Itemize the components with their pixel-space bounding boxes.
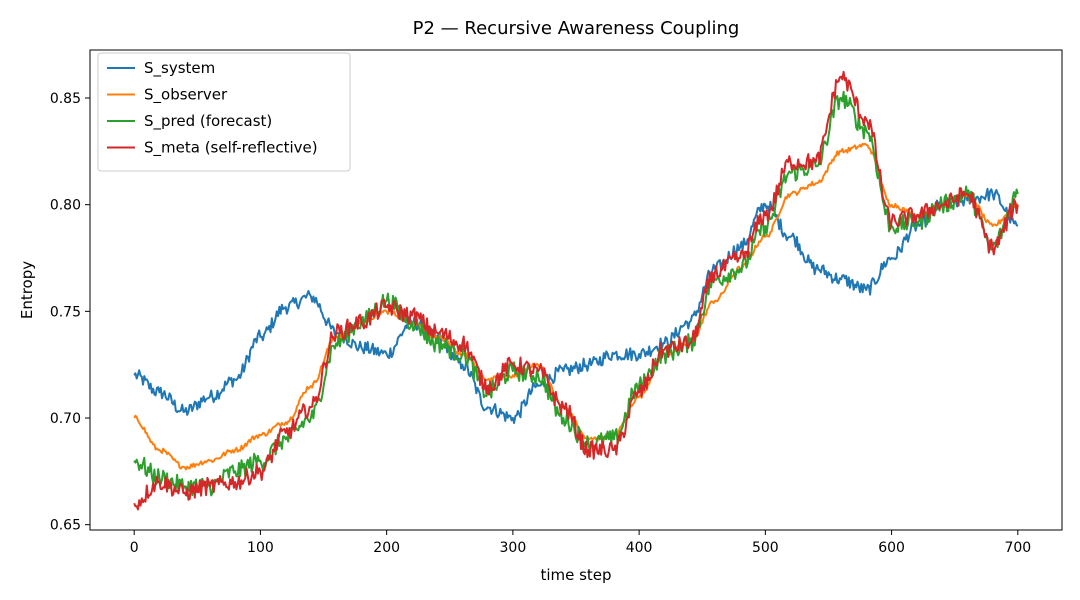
y-axis-title: Entropy bbox=[18, 261, 36, 319]
series-lines bbox=[133, 70, 1019, 511]
legend-box bbox=[97, 52, 351, 172]
legend-label-s-system: S_system bbox=[144, 59, 215, 78]
legend-label-s-observer: S_observer bbox=[144, 86, 228, 105]
series-line-s-meta-self-reflective bbox=[133, 70, 1019, 511]
x-tick-label: 400 bbox=[626, 540, 653, 556]
legend-label-s-meta-self-reflective: S_meta (self-reflective) bbox=[144, 139, 318, 158]
legend: S_system S_observer S_pred (forecast) S_met… bbox=[97, 52, 351, 172]
x-tick-label: 700 bbox=[1004, 540, 1031, 556]
x-tick-label: 100 bbox=[247, 540, 274, 556]
chart-title: P2 — Recursive Awareness Coupling bbox=[413, 18, 740, 39]
legend-label-s-pred-forecast: S_pred (forecast) bbox=[144, 112, 272, 131]
axes: 0 100 200 300 400 500 600 700 0.65 0.70 0.75 0.80 0.… bbox=[50, 49, 1063, 556]
y-tick-label: 0.70 bbox=[50, 411, 81, 427]
y-tick-label: 0.75 bbox=[50, 304, 81, 320]
axes-frame bbox=[89, 49, 1063, 531]
series-line-s-system bbox=[133, 187, 1019, 424]
x-tick-label: 0 bbox=[130, 540, 139, 556]
x-axis-title: time step bbox=[540, 566, 611, 584]
y-tick-label: 0.80 bbox=[50, 198, 81, 214]
x-tick-label: 200 bbox=[373, 540, 400, 556]
x-tick-label: 300 bbox=[500, 540, 527, 556]
plot-area bbox=[133, 70, 1019, 511]
y-tick-label: 0.65 bbox=[50, 518, 81, 534]
series-line-s-observer bbox=[133, 142, 1019, 471]
x-tick-label: 500 bbox=[752, 540, 779, 556]
y-tick-label: 0.85 bbox=[50, 91, 81, 107]
x-tick-label: 600 bbox=[878, 540, 905, 556]
